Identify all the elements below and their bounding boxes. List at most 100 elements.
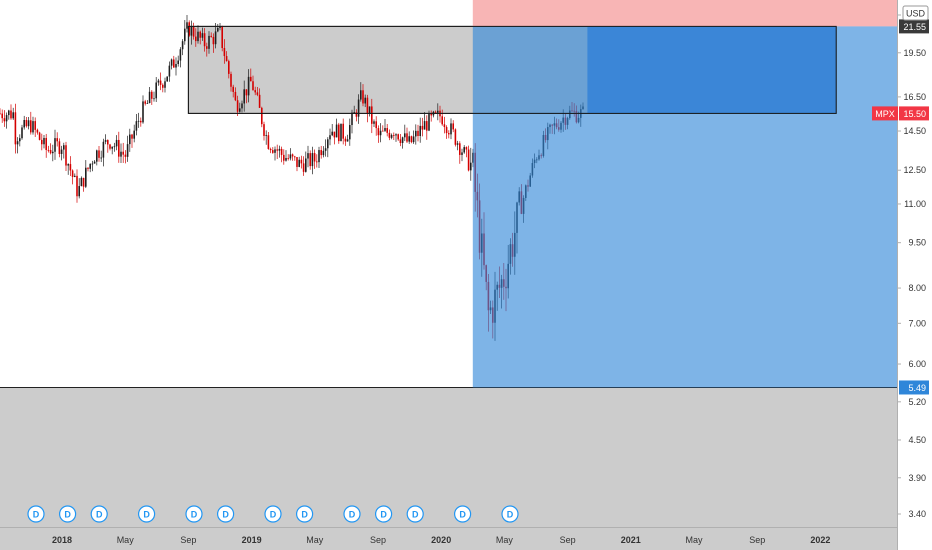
last-price-label[interactable]: MPX 15.50: [872, 106, 929, 121]
candle-body: [102, 141, 105, 158]
candle-body: [368, 106, 371, 114]
dividend-marker[interactable]: D: [264, 505, 282, 523]
dividend-marker[interactable]: D: [375, 505, 393, 523]
candle-body: [401, 137, 404, 144]
dividend-marker[interactable]: D: [185, 505, 203, 523]
candle-body: [355, 112, 358, 117]
time-tick-label: 2019: [242, 535, 262, 545]
time-tick-label: Sep: [560, 535, 576, 545]
candle-body: [404, 133, 406, 138]
dividend-marker[interactable]: D: [343, 505, 361, 523]
dividend-marker[interactable]: D: [90, 505, 108, 523]
dividend-marker[interactable]: D: [406, 505, 424, 523]
candle-body: [21, 127, 23, 139]
currency-badge[interactable]: USD: [902, 5, 929, 21]
candle-body: [430, 113, 432, 116]
candle-body: [223, 47, 226, 57]
candle-body: [267, 135, 270, 149]
candle-body: [272, 150, 274, 153]
candle-body: [162, 84, 164, 88]
candle-body: [390, 135, 393, 138]
candle-body: [5, 115, 8, 122]
price-axis[interactable]: 50.0042.5036.5030.5026.5022.5019.5016.50…: [872, 0, 929, 550]
time-axis[interactable]: 2018 May Sep 2019 May Sep 2020 May Sep 2021 May Sep…: [0, 527, 897, 546]
candle-body: [52, 151, 54, 154]
stop-loss-area[interactable]: [472, 0, 897, 27]
candle-body: [342, 123, 344, 139]
candle-body: [346, 139, 349, 142]
candle-body: [379, 130, 382, 136]
dividend-marker-letter: D: [143, 510, 150, 520]
dividend-marker-circle: [185, 505, 203, 523]
dividend-marker-letter: D: [380, 510, 387, 520]
candle-body: [208, 35, 210, 49]
candle-body: [164, 81, 166, 88]
target-price-label[interactable]: 5.49: [899, 380, 929, 395]
price-tick-label: 11.00: [904, 199, 926, 209]
dividend-marker-letter: D: [507, 510, 514, 520]
candle-body: [463, 147, 465, 153]
dividend-marker-circle: [58, 505, 77, 523]
candle-body: [331, 131, 333, 136]
dividend-marker[interactable]: D: [454, 505, 472, 523]
candle-body: [170, 59, 173, 66]
candle-body: [456, 143, 459, 145]
candle-body: [322, 150, 325, 156]
candle-body: [67, 164, 69, 166]
candle-body: [100, 157, 102, 159]
candle-body: [412, 136, 415, 143]
candle-body: [74, 175, 76, 177]
candle-body: [201, 33, 204, 38]
candle-body: [247, 76, 250, 96]
dividend-marker[interactable]: D: [501, 505, 519, 523]
entry-price-label[interactable]: 21.55: [899, 19, 929, 34]
dividend-marker-circle: [217, 505, 235, 523]
price-tick-label: 8.00: [908, 283, 926, 293]
candle-body: [250, 76, 252, 82]
dividend-marker[interactable]: D: [58, 505, 77, 523]
candle-body: [274, 149, 276, 153]
dividend-marker-letter: D: [270, 510, 277, 520]
candle-body: [437, 110, 439, 113]
candle-body: [434, 111, 437, 113]
dividend-marker[interactable]: D: [217, 505, 235, 523]
candle-body: [445, 127, 448, 134]
candle-body: [239, 108, 241, 112]
last-price-label-symbol-box: [872, 106, 898, 121]
dividend-marker[interactable]: D: [27, 505, 45, 523]
candle-body: [470, 162, 472, 171]
time-tick-label: Sep: [180, 535, 196, 545]
candle-body: [406, 133, 408, 142]
time-tick-label: May: [685, 535, 703, 545]
candle-body: [166, 76, 168, 82]
candle-body: [8, 110, 10, 116]
candle-body: [263, 124, 265, 136]
candle-body: [87, 167, 89, 169]
candle-body: [241, 103, 243, 109]
dividend-marker[interactable]: D: [296, 505, 314, 523]
candle-body: [329, 135, 331, 140]
candle-body: [311, 153, 314, 167]
time-tick-label: May: [117, 535, 135, 545]
candle-body: [65, 145, 67, 166]
lower-zone[interactable]: [0, 387, 897, 550]
candle-body: [69, 164, 72, 171]
candle-body: [395, 134, 397, 136]
candle-body: [148, 91, 151, 104]
candle-body: [168, 65, 171, 77]
candle-body: [186, 22, 188, 29]
candle-body: [1, 113, 3, 119]
candle-body: [71, 170, 74, 177]
candle-body: [269, 148, 272, 151]
dividend-marker[interactable]: D: [138, 505, 156, 523]
candle-body: [113, 146, 116, 148]
dividend-marker-letter: D: [412, 510, 419, 520]
candle-body: [34, 121, 36, 130]
candle-body: [151, 91, 153, 99]
last-price-label-text: 15.50: [903, 109, 926, 119]
candle-body: [291, 154, 294, 157]
candle-body: [195, 36, 197, 42]
candle-body: [333, 131, 336, 138]
